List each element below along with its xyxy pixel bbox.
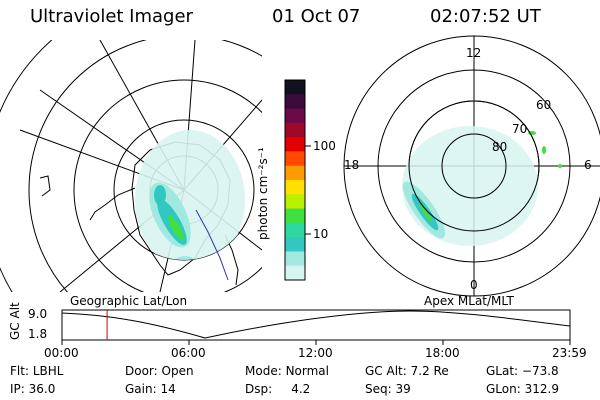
mlt-label-18: 18 [344, 158, 360, 172]
info-gain: Gain: 14 [125, 382, 176, 396]
mlt-label-6: 6 [584, 158, 592, 172]
colorbar-segment [285, 94, 305, 110]
colorbar-segment [285, 122, 305, 138]
altitude-plot [61, 309, 571, 345]
info-dsp: Dsp: 4.2 [245, 382, 311, 396]
colorbar-segment [285, 251, 305, 267]
colorbar-segment [285, 237, 305, 252]
lat-label-80: 80 [492, 140, 508, 154]
colorbar-segment [285, 80, 305, 95]
colorbar-tick-10: 10 [313, 227, 329, 241]
colorbar-segment [285, 108, 305, 124]
left-panel-label: Geographic Lat/Lon [70, 294, 188, 308]
right-panel-label: Apex MLat/MLT [424, 294, 514, 308]
polar-plot [343, 35, 600, 297]
info-glat: GLat: −73.8 [486, 364, 559, 378]
instrument-title: Ultraviolet Imager [30, 6, 193, 27]
info-glon: GLon: 312.9 [486, 382, 559, 396]
mlt-label-12: 12 [466, 46, 482, 60]
altitude-xtick-0: 00:00 [44, 346, 79, 360]
altitude-ylabel: GC Alt [8, 302, 22, 340]
mlt-label-0: 0 [470, 278, 478, 292]
altitude-ytick-high: 9.0 [28, 307, 48, 321]
colorbar-segment [285, 137, 305, 152]
altitude-xtick-4: 23:59 [552, 346, 587, 360]
geographic-map [0, 40, 262, 292]
colorbar-segment [285, 222, 305, 238]
colorbar-segment [285, 265, 305, 281]
colorbar-segment [285, 180, 305, 195]
info-ip: IP: 36.0 [10, 382, 56, 396]
colorbar [284, 79, 311, 281]
lat-label-70: 70 [512, 122, 528, 136]
lat-label-60: 60 [536, 98, 552, 112]
info-gc-alt: GC Alt: 7.2 Re [365, 364, 449, 378]
altitude-ytick-low: 1.8 [28, 327, 48, 341]
info-seq: Seq: 39 [365, 382, 411, 396]
colorbar-tick-100: 100 [313, 139, 336, 153]
info-mode: Mode: Normal [245, 364, 329, 378]
altitude-xtick-3: 18:00 [425, 346, 460, 360]
info-door: Door: Open [125, 364, 194, 378]
colorbar-segment [285, 165, 305, 181]
colorbar-segment [285, 208, 305, 224]
time-label: 02:07:52 UT [430, 6, 541, 27]
colorbar-segment [285, 194, 305, 210]
colorbar-unit-label: photon cm⁻²s⁻¹ [256, 147, 270, 240]
colorbar-segment [285, 151, 305, 167]
info-flt: Flt: LBHL [10, 364, 64, 378]
date-label: 01 Oct 07 [272, 6, 361, 27]
altitude-xtick-2: 12:00 [298, 346, 333, 360]
altitude-xtick-1: 06:00 [171, 346, 206, 360]
